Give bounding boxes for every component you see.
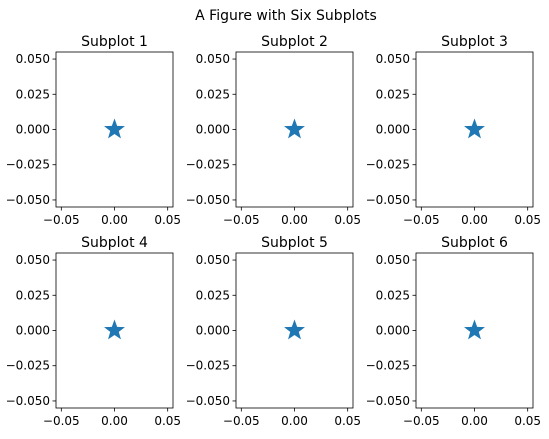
y-tick-label: 0.000 — [196, 123, 230, 137]
y-tick-label: 0.025 — [376, 87, 410, 101]
y-tick-label: 0.050 — [196, 253, 230, 267]
x-tick-label: 0.05 — [334, 414, 361, 428]
figure-title: A Figure with Six Subplots — [195, 8, 377, 24]
subplot-4: Subplot 4 −0.05 0.00 0.05 −0.050 −0.025 0.000 0… — [6, 235, 181, 428]
x-tick-label: −0.05 — [403, 414, 440, 428]
x-tick-label: −0.05 — [403, 213, 440, 227]
y-tick-label: 0.050 — [376, 253, 410, 267]
x-tick-label: 0.00 — [101, 414, 128, 428]
y-tick-label: −0.025 — [6, 158, 50, 172]
x-tick-label: 0.00 — [461, 414, 488, 428]
subplot-2: Subplot 2 −0.05 0.00 0.05 −0.050 −0.025 0.000 0… — [186, 34, 361, 227]
x-tick-label: 0.05 — [514, 213, 541, 227]
x-tick-label: 0.05 — [334, 213, 361, 227]
y-tick-label: −0.025 — [6, 359, 50, 373]
star-marker — [284, 319, 305, 340]
y-tick-label: 0.000 — [16, 324, 50, 338]
subplot-title: Subplot 4 — [81, 235, 148, 251]
star-marker — [464, 118, 485, 139]
subplot-title: Subplot 5 — [261, 235, 328, 251]
x-tick-label: 0.05 — [154, 414, 181, 428]
subplot-5: Subplot 5 −0.05 0.00 0.05 −0.050 −0.025 0.000 0… — [186, 235, 361, 428]
y-tick-label: −0.050 — [366, 394, 410, 408]
y-tick-label: −0.025 — [366, 158, 410, 172]
star-marker — [284, 118, 305, 139]
y-tick-label: 0.050 — [16, 52, 50, 66]
star-marker — [464, 319, 485, 340]
y-tick-label: 0.000 — [16, 123, 50, 137]
subplot-1: Subplot 1 −0.05 0.00 0.05 −0.050 −0.025 0.000 0… — [6, 34, 181, 227]
subplot-title: Subplot 1 — [81, 34, 148, 50]
x-tick-label: 0.00 — [461, 213, 488, 227]
y-tick-label: 0.050 — [196, 52, 230, 66]
y-tick-label: −0.050 — [6, 394, 50, 408]
y-tick-label: 0.025 — [376, 288, 410, 302]
y-tick-label: −0.025 — [186, 158, 230, 172]
y-tick-label: 0.000 — [376, 324, 410, 338]
x-tick-label: −0.05 — [223, 414, 260, 428]
star-marker — [104, 319, 125, 340]
subplot-title: Subplot 6 — [441, 235, 508, 251]
subplot-3: Subplot 3 −0.05 0.00 0.05 −0.050 −0.025 0.000 0… — [366, 34, 541, 227]
y-tick-label: 0.025 — [16, 87, 50, 101]
y-tick-label: 0.050 — [376, 52, 410, 66]
x-tick-label: 0.05 — [514, 414, 541, 428]
x-tick-label: −0.05 — [43, 213, 80, 227]
subplots-grid: Subplot 1 −0.05 0.00 0.05 −0.050 −0.025 0.000 0… — [6, 34, 541, 428]
x-tick-label: −0.05 — [223, 213, 260, 227]
subplot-6: Subplot 6 −0.05 0.00 0.05 −0.050 −0.025 0.000 0… — [366, 235, 541, 428]
x-tick-label: 0.00 — [281, 414, 308, 428]
y-tick-label: −0.050 — [186, 193, 230, 207]
x-tick-label: 0.05 — [154, 213, 181, 227]
x-tick-label: 0.00 — [281, 213, 308, 227]
subplot-title: Subplot 2 — [261, 34, 328, 50]
x-tick-label: −0.05 — [43, 414, 80, 428]
y-tick-label: −0.050 — [186, 394, 230, 408]
y-tick-label: −0.050 — [366, 193, 410, 207]
y-tick-label: −0.025 — [366, 359, 410, 373]
y-tick-label: 0.025 — [196, 288, 230, 302]
star-marker — [104, 118, 125, 139]
x-tick-label: 0.00 — [101, 213, 128, 227]
y-tick-label: 0.000 — [376, 123, 410, 137]
y-tick-label: 0.025 — [16, 288, 50, 302]
y-tick-label: 0.000 — [196, 324, 230, 338]
y-tick-label: 0.025 — [196, 87, 230, 101]
y-tick-label: −0.050 — [6, 193, 50, 207]
y-tick-label: 0.050 — [16, 253, 50, 267]
subplot-title: Subplot 3 — [441, 34, 508, 50]
y-tick-label: −0.025 — [186, 359, 230, 373]
